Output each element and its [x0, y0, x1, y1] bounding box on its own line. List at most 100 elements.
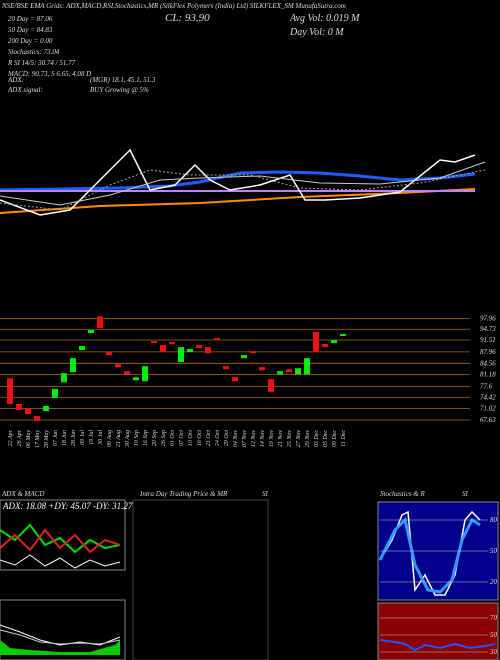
- candle-body: [304, 358, 310, 375]
- panel-title: ADX & MACD: [1, 490, 44, 498]
- candle-body: [124, 371, 130, 375]
- x-tick-label: 19 Nov: [269, 430, 275, 448]
- y-tick-label: 67.63: [480, 416, 496, 424]
- candle-body: [88, 329, 94, 334]
- x-tick-label: 20 Sep: [152, 430, 158, 446]
- y-tick-label: 81.18: [480, 371, 496, 379]
- ma-line: [0, 170, 476, 192]
- candle-body: [250, 351, 256, 354]
- x-tick-label: 09 Aug: [107, 430, 113, 447]
- level-label: 20: [490, 578, 498, 586]
- x-tick-label: 17 May: [35, 430, 41, 448]
- close-price: CL: 93.90: [165, 12, 210, 24]
- level-label: 80: [490, 516, 498, 524]
- panel-title: Intra Day Trading Price & MR: [139, 490, 228, 498]
- x-tick-label: 07 Jun: [53, 430, 59, 446]
- x-tick-label: 09 Jul: [80, 430, 86, 445]
- x-tick-label: 19 Jul: [89, 430, 95, 445]
- x-tick-label: 26 Apr: [17, 429, 23, 446]
- x-tick-label: 21 Nov: [278, 430, 284, 448]
- x-tick-label: 16 Oct: [197, 430, 203, 446]
- candle-body: [34, 416, 40, 422]
- candle-body: [169, 342, 175, 345]
- y-tick-label: 94.73: [480, 325, 496, 333]
- x-tick-label: 26 Sep: [161, 430, 167, 446]
- rsi-line: [379, 639, 496, 652]
- candle-body: [133, 377, 139, 381]
- candle-body: [106, 352, 112, 356]
- candle-body: [43, 406, 49, 412]
- candle-body: [331, 340, 337, 344]
- candle-body: [214, 338, 220, 341]
- x-tick-label: 14 Nov: [259, 430, 266, 448]
- x-tick-label: 22 Apr: [8, 429, 14, 446]
- indicator-line: Stochastics: 73.04: [8, 48, 60, 56]
- stoch-line: [378, 517, 481, 594]
- candle-body: [115, 364, 121, 368]
- candle-body: [196, 345, 202, 349]
- macd-line: [0, 629, 121, 645]
- x-tick-label: 25 Nov: [287, 430, 293, 448]
- x-tick-label: 06 May: [26, 430, 32, 448]
- stoch-line: [379, 510, 481, 596]
- x-tick-label: 12 Nov: [251, 430, 257, 448]
- candle-body: [61, 373, 67, 383]
- indicator-line: MACD: 90.73, S 6.65, 4.08 D: [7, 70, 91, 78]
- level-label: 50: [490, 547, 498, 555]
- x-tick-label: 10 Oct: [188, 430, 194, 446]
- adx-line: [0, 554, 121, 569]
- x-tick-label: 30 Jul: [98, 430, 104, 446]
- y-tick-label: 97.96: [480, 314, 496, 322]
- x-tick-label: 29 Nov: [305, 430, 311, 448]
- y-tick-label: 87.96: [480, 348, 496, 356]
- candle-body: [178, 347, 184, 363]
- adx-signal-value: BUY Growing @ 5%: [90, 86, 149, 94]
- level-label: 70: [490, 614, 498, 622]
- adx-signal-label: ADX signal:: [7, 86, 43, 94]
- x-tick-label: 05 Dec: [323, 430, 329, 447]
- candle-body: [151, 341, 157, 344]
- candle-body: [259, 367, 265, 371]
- candle-body: [52, 388, 58, 398]
- panel-title: Stochastics & R: [380, 490, 425, 498]
- x-tick-label: 27 Nov: [296, 430, 302, 448]
- x-tick-label: 09 Dec: [332, 430, 338, 447]
- adx-label: ADX:: [7, 76, 24, 84]
- y-tick-label: 91.51: [480, 336, 496, 344]
- day-volume: Day Vol: 0 M: [289, 27, 344, 38]
- x-tick-label: 01 Oct: [170, 430, 176, 446]
- x-tick-label: 21 Oct: [206, 430, 212, 446]
- candle-body: [286, 369, 292, 373]
- candle-body: [16, 404, 22, 411]
- x-tick-label: 07 Oct: [179, 430, 185, 446]
- ma-line: [0, 188, 476, 214]
- adx-line: [0, 523, 121, 554]
- candle-body: [25, 408, 31, 415]
- candle-body: [313, 332, 319, 353]
- macd-line: [0, 624, 121, 646]
- ma-line: [0, 169, 486, 211]
- candle-body: [295, 368, 301, 375]
- x-tick-label: 24 Oct: [214, 430, 221, 446]
- indicator-line: R SI 14/5: 30.74 / 51.77: [7, 59, 76, 67]
- rsi-panel: [377, 602, 499, 660]
- x-tick-label: 11 Dec: [341, 430, 347, 447]
- candle-body: [223, 366, 229, 370]
- candle-body: [322, 344, 328, 348]
- x-tick-label: 18 Jun: [62, 430, 68, 446]
- candle-body: [142, 366, 148, 382]
- candle-body: [187, 349, 193, 353]
- x-tick-label: 03 Dec: [314, 430, 320, 447]
- candle-body: [160, 345, 166, 353]
- ma-line: [0, 148, 476, 216]
- y-tick-label: 74.42: [480, 393, 496, 401]
- indicator-line: 20 Day = 87.06: [8, 15, 53, 23]
- ma-line: [0, 161, 486, 206]
- level-label: 50: [490, 631, 498, 639]
- y-tick-label: 71.02: [480, 405, 496, 413]
- macd-hist: [0, 640, 120, 655]
- x-tick-label: 10 Sep: [134, 430, 140, 446]
- indicator-line: 200 Day = 0.00: [8, 37, 53, 45]
- x-tick-label: 28 Jun: [71, 430, 77, 446]
- x-tick-label: 07 Nov: [242, 430, 248, 448]
